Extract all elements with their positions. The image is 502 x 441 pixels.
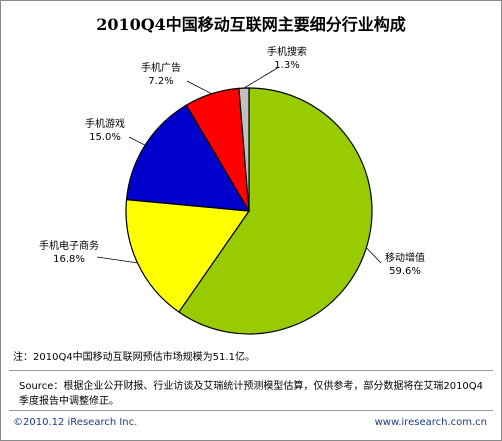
slice-value-label-2: 15.0% — [89, 132, 121, 143]
leader-line-3 — [186, 80, 212, 95]
leader-line-0 — [366, 247, 382, 264]
website-link[interactable]: www.iresearch.com.cn — [374, 417, 487, 428]
slice-category-label-3: 手机广告 — [141, 61, 181, 74]
pie-slice-2 — [125, 104, 251, 212]
divider-bottom — [9, 410, 493, 411]
leader-line-4 — [243, 66, 280, 89]
slice-value-label-3: 7.2% — [148, 76, 173, 87]
market-size-note: 注：2010Q4中国移动互联网预估市场规模为51.1亿。 — [13, 352, 255, 363]
pie-chart: 移动增值 59.6% 手机电子商务 16.8% 手机游戏 15.0% 手机广告 7.2% 手机搜… — [39, 45, 425, 335]
leader-line-2 — [128, 136, 146, 146]
leader-line-1 — [96, 256, 138, 264]
source-text: Source：根据企业公开财报、行业访谈及艾瑞统计预测模型估算，仅供参考，部分数… — [19, 381, 484, 407]
slice-value-label-0: 59.6% — [389, 266, 421, 277]
slice-category-label-4: 手机搜索 — [267, 45, 307, 58]
slice-category-label-2: 手机游戏 — [85, 117, 125, 130]
slice-value-label-1: 16.8% — [53, 254, 85, 265]
chart-title: 2010Q4中国移动互联网主要细分行业构成 — [96, 15, 406, 34]
pie-slice-1 — [125, 198, 251, 313]
slice-category-label-1: 手机电子商务 — [39, 239, 99, 252]
pie-slice-4 — [238, 87, 250, 212]
divider-top — [9, 370, 493, 371]
slice-value-label-4: 1.3% — [274, 60, 299, 71]
copyright-text: ©2010.12 iResearch Inc. — [13, 417, 138, 428]
slice-category-label-0: 移动增值 — [385, 251, 425, 264]
